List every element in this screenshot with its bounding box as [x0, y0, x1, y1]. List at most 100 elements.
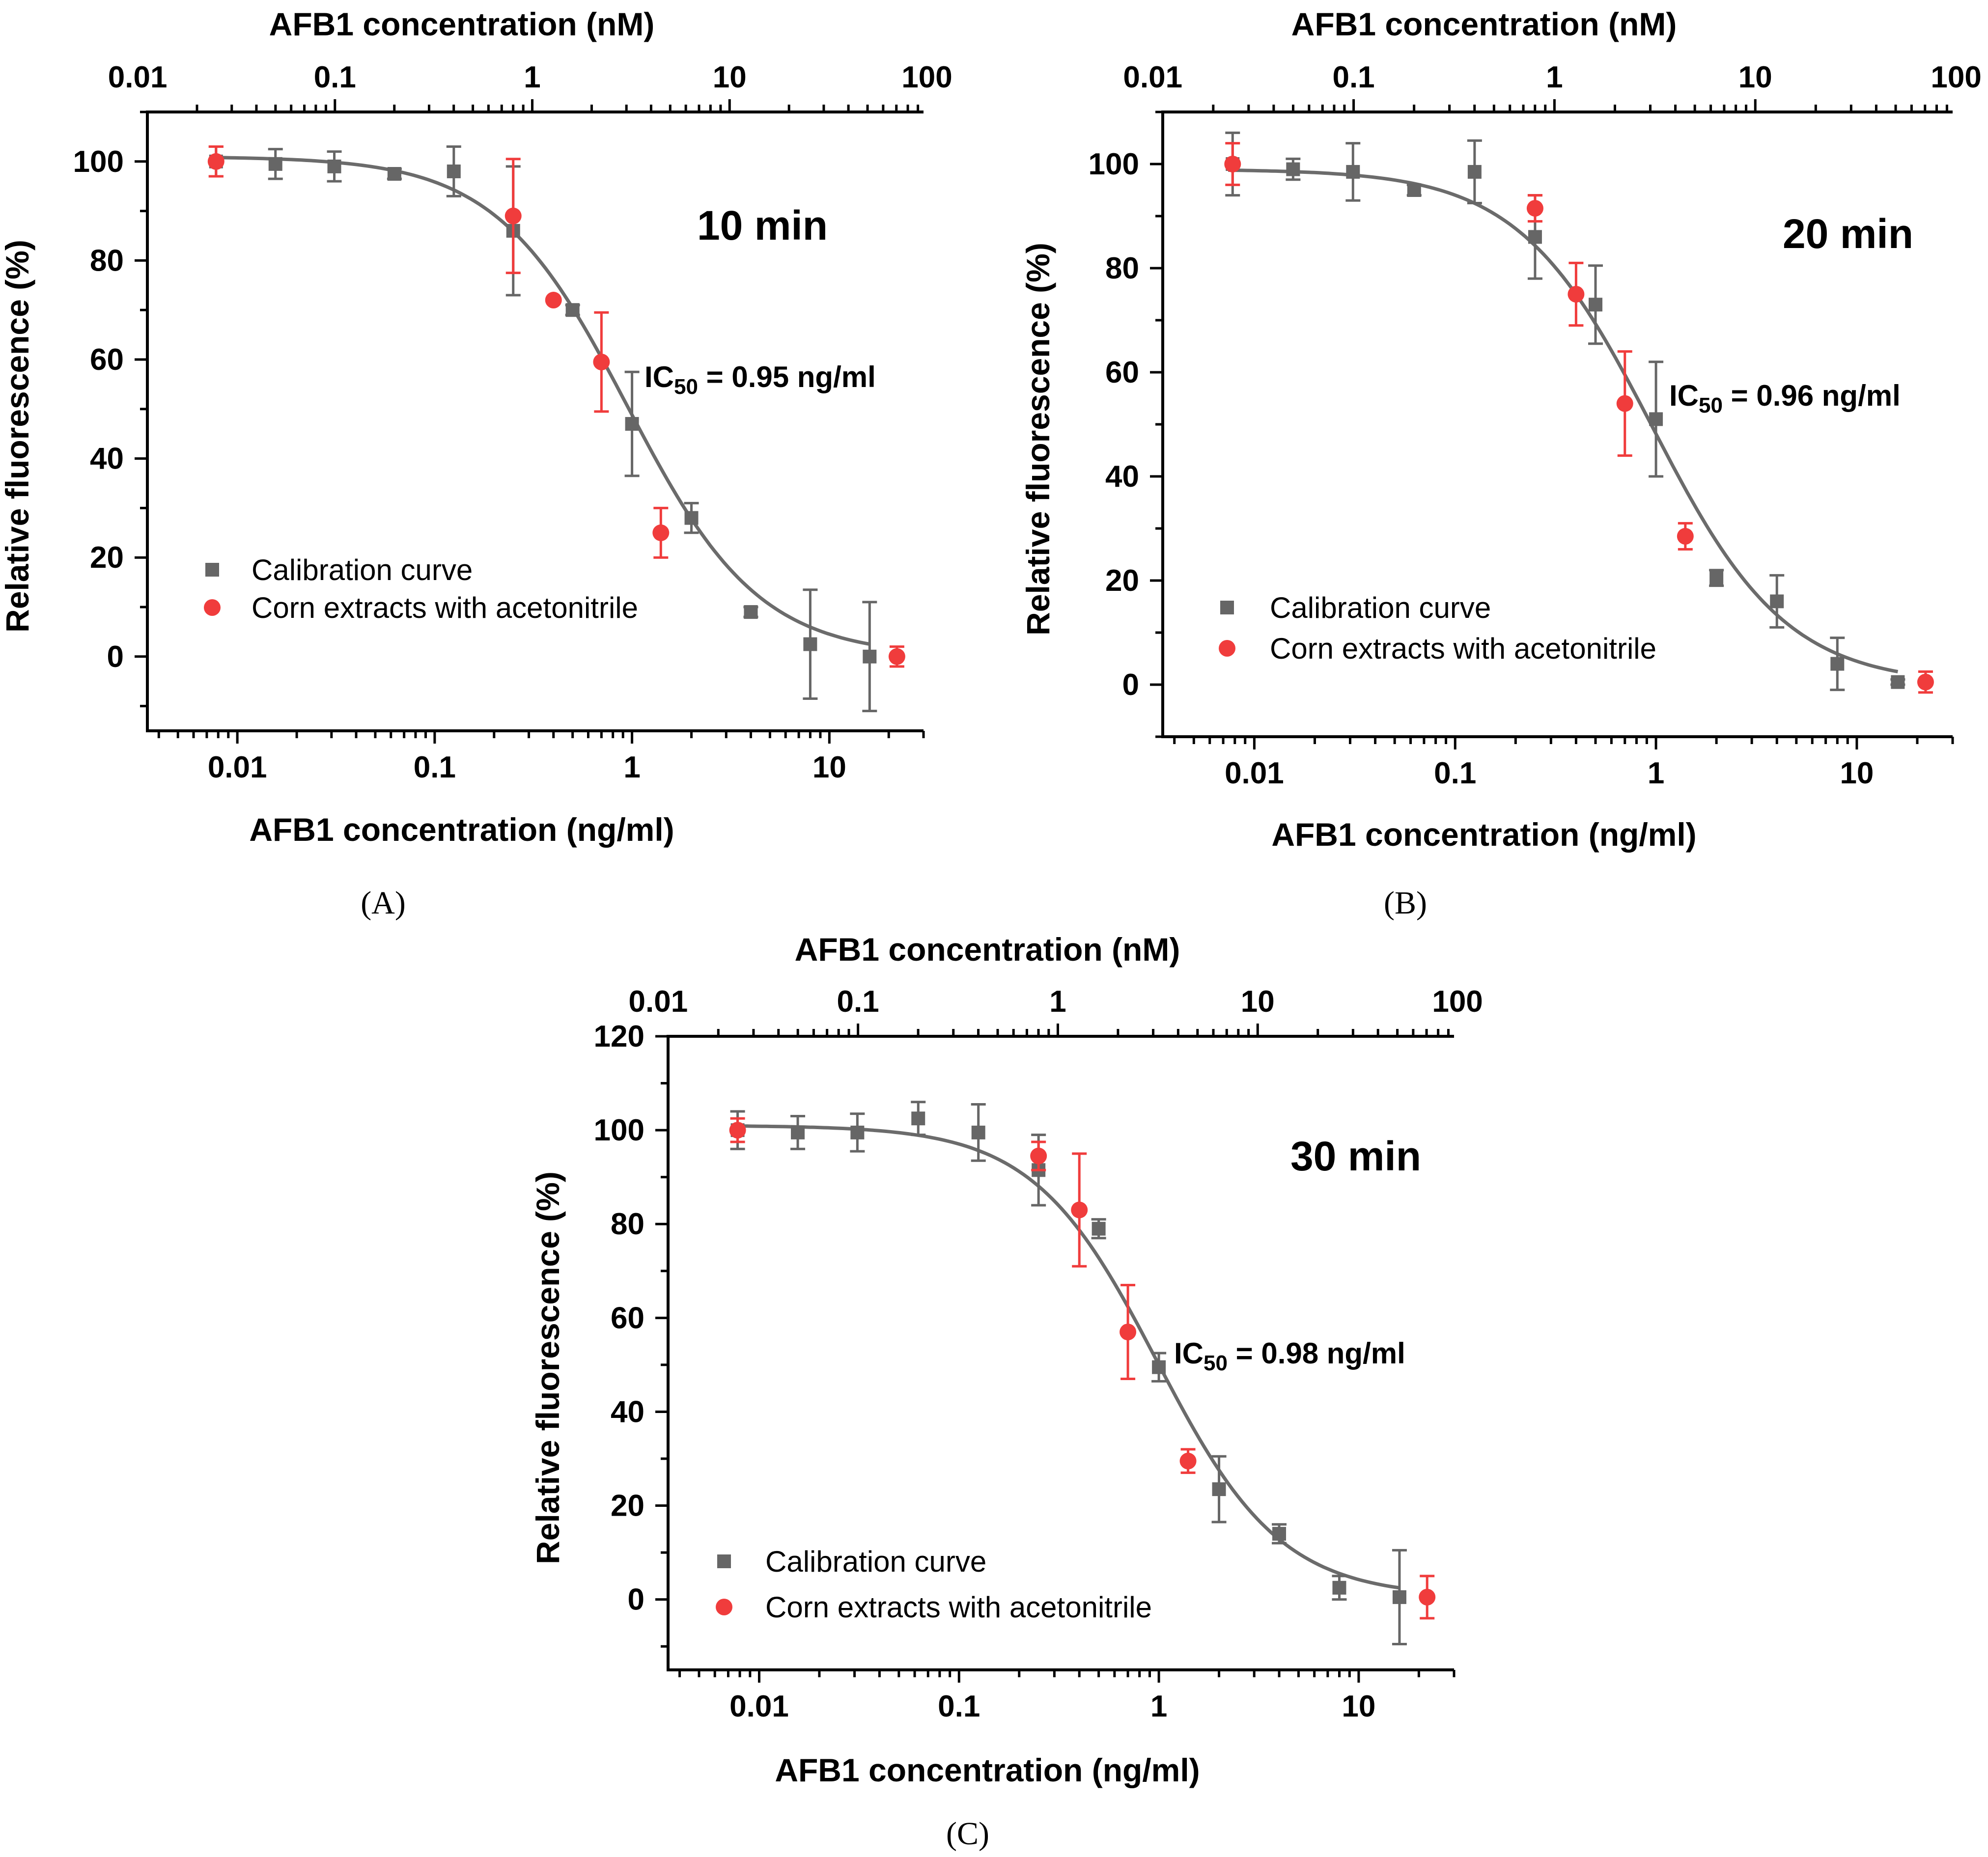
calibration-point	[447, 164, 461, 178]
calibration-point	[625, 417, 639, 431]
y-tick-label: 60	[611, 1301, 644, 1335]
calibration-point	[971, 1125, 985, 1139]
corn-extract-point	[1030, 1147, 1047, 1164]
ic50-value: = 0.96 ng/ml	[1723, 379, 1901, 412]
top-x-tick-label: 1	[1049, 985, 1066, 1019]
legend-label-calibration: Calibration curve	[252, 554, 473, 586]
ic50-prefix: IC	[1174, 1337, 1204, 1370]
legend-circle-marker	[716, 1599, 732, 1615]
corn-extract-point	[1179, 1452, 1197, 1469]
ic50-prefix: IC	[1669, 379, 1699, 412]
top-x-tick-label: 10	[713, 60, 747, 94]
corn-extract-point	[1419, 1588, 1436, 1606]
top-x-tick-label: 0.1	[314, 60, 356, 94]
x-tick-label: 0.1	[1434, 756, 1476, 790]
corn-extract-point	[1917, 673, 1934, 691]
x-tick-label: 0.01	[729, 1690, 789, 1723]
x-axis-title: AFB1 concentration (ng/ml)	[1271, 816, 1696, 853]
calibration-point	[1649, 412, 1663, 426]
y-tick-label: 60	[1105, 356, 1139, 389]
y-tick-label: 100	[73, 145, 124, 179]
x-tick-label: 0.1	[938, 1690, 980, 1723]
top-x-tick-label: 100	[1432, 985, 1483, 1019]
y-tick-label: 80	[611, 1207, 644, 1241]
legend-label-corn: Corn extracts with acetonitrile	[765, 1591, 1152, 1624]
y-tick-label: 100	[1089, 147, 1139, 181]
calibration-point	[744, 605, 758, 619]
corn-extract-point	[1526, 200, 1543, 217]
panel-label: (B)	[1384, 885, 1427, 921]
top-x-tick-label: 0.01	[1123, 60, 1182, 94]
legend-square-marker	[1220, 601, 1234, 614]
calibration-point	[387, 167, 401, 181]
y-tick-label: 80	[1105, 251, 1139, 285]
ic50-label: IC50 = 0.95 ng/ml	[644, 360, 876, 399]
corn-extract-point	[888, 648, 905, 665]
ic50-prefix: IC	[644, 360, 674, 393]
calibration-point	[1891, 675, 1905, 689]
legend-square-marker	[717, 1554, 731, 1568]
calibration-point	[1709, 571, 1724, 585]
calibration-point	[327, 159, 341, 173]
corn-extract-point	[1616, 395, 1633, 412]
x-tick-label: 10	[812, 750, 846, 784]
corn-extract-point	[1224, 156, 1241, 172]
corn-extract-point	[729, 1122, 746, 1139]
y-axis-title: Relative fluorescence (%)	[1020, 243, 1056, 636]
chart-panel-b: 0.01 0.1 1 10 0.01 0.1 1 10 100 0 20 40 60 80 100 AFB1 …	[1020, 6, 1982, 921]
corn-extract-point	[1071, 1201, 1088, 1219]
y-axis-title: Relative fluorescence (%)	[0, 240, 35, 633]
y-tick-label: 0	[1122, 668, 1139, 702]
ic50-subscript: 50	[1204, 1351, 1228, 1375]
calibration-point	[1528, 230, 1542, 244]
calibration-point	[1332, 1580, 1346, 1595]
top-x-tick-label: 0.01	[108, 60, 168, 94]
calibration-point	[684, 511, 699, 525]
corn-extract-point	[1568, 286, 1585, 303]
chart-panel-c: 0.01 0.1 1 10 0.01 0.1 1 10 100 0 20 40 60 80 100 120 AF…	[530, 931, 1483, 1852]
legend-label-corn: Corn extracts with acetonitrile	[252, 591, 638, 624]
legend-label-calibration: Calibration curve	[1270, 591, 1491, 624]
y-tick-label: 120	[594, 1020, 644, 1053]
calibration-point	[1286, 162, 1300, 176]
calibration-point	[565, 303, 580, 317]
calibration-point	[1092, 1221, 1106, 1236]
top-x-tick-label: 1	[524, 60, 540, 94]
calibration-point	[791, 1125, 805, 1139]
time-annotation: 10 min	[697, 202, 828, 249]
top-x-tick-label: 10	[1241, 985, 1275, 1019]
y-tick-label: 40	[1105, 460, 1139, 494]
ic50-label: IC50 = 0.98 ng/ml	[1174, 1337, 1405, 1375]
ic50-value: = 0.95 ng/ml	[698, 360, 876, 393]
x-tick-label: 10	[1342, 1690, 1375, 1723]
corn-extract-point	[1677, 527, 1694, 545]
calibration-point	[1346, 165, 1360, 179]
time-annotation: 20 min	[1783, 211, 1913, 257]
x-tick-label: 10	[1840, 756, 1874, 790]
fit-curve	[211, 156, 870, 646]
calibration-point	[911, 1111, 925, 1126]
fit-curve	[1228, 168, 1899, 674]
calibration-point	[1467, 165, 1482, 179]
calibration-point	[1212, 1482, 1226, 1497]
fit-curve	[733, 1124, 1400, 1590]
ic50-value: = 0.98 ng/ml	[1228, 1337, 1405, 1370]
calibration-point	[850, 1125, 865, 1139]
x-tick-label: 1	[1648, 756, 1664, 790]
calibration-point	[863, 649, 877, 664]
corn-extract-point	[545, 292, 562, 309]
x-tick-label: 0.1	[414, 750, 456, 784]
legend-label-corn: Corn extracts with acetonitrile	[1270, 632, 1656, 665]
panel-label: (A)	[361, 885, 406, 921]
ic50-subscript: 50	[674, 375, 698, 399]
top-x-tick-label: 0.1	[1332, 60, 1374, 94]
y-tick-label: 60	[90, 343, 124, 377]
calibration-point	[268, 157, 282, 171]
legend-square-marker	[205, 563, 219, 577]
y-axis-title: Relative fluorescence (%)	[530, 1171, 566, 1564]
calibration-point	[1589, 298, 1603, 312]
y-tick-label: 0	[107, 640, 124, 674]
top-x-tick-label: 100	[1931, 60, 1981, 94]
corn-extract-point	[593, 354, 610, 371]
